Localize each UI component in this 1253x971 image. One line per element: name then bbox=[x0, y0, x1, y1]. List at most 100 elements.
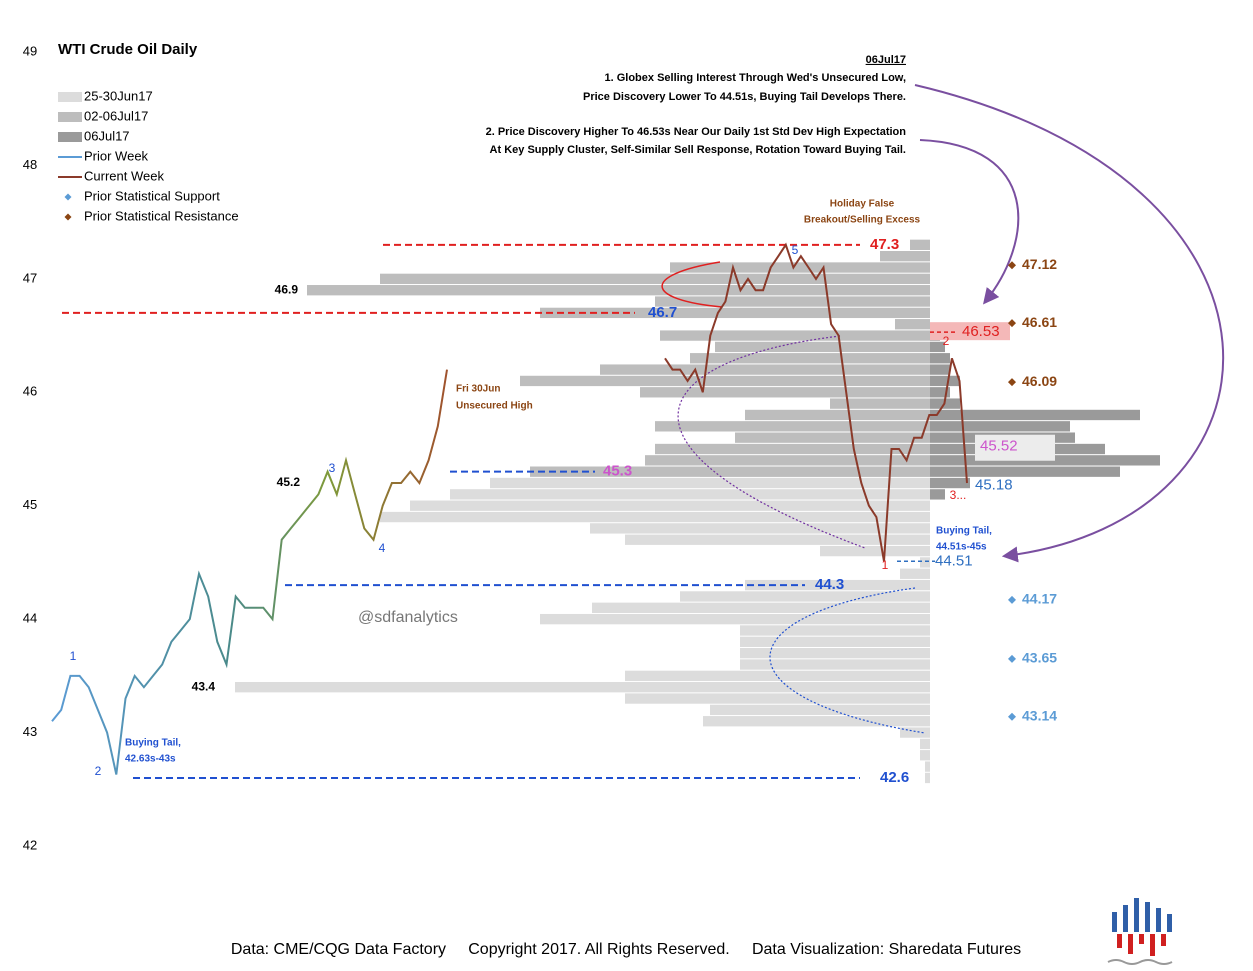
stat-label: 47.12 bbox=[1022, 256, 1057, 272]
profile-bar bbox=[640, 387, 930, 398]
annotation: Unsecured High bbox=[456, 401, 533, 412]
profile-bar bbox=[930, 387, 950, 398]
profile-bar bbox=[540, 307, 930, 319]
stat-diamond bbox=[1008, 712, 1016, 721]
legend-label: 25-30Jun17 bbox=[84, 88, 153, 103]
reference-label: 45.3 bbox=[603, 463, 632, 480]
legend-swatch bbox=[64, 213, 72, 221]
profile-bar bbox=[600, 364, 930, 375]
rotation-curve bbox=[769, 587, 926, 734]
reference-label: 42.6 bbox=[880, 769, 909, 786]
wave-label: 3... bbox=[950, 488, 967, 502]
wave-label: 5 bbox=[792, 243, 799, 257]
excess-curve bbox=[661, 261, 723, 308]
marker-highlight bbox=[930, 322, 1010, 341]
annotation: Buying Tail, bbox=[936, 526, 992, 537]
arrow bbox=[919, 139, 1020, 305]
profile-bar bbox=[520, 375, 930, 387]
reference-label: 46.7 bbox=[648, 304, 677, 321]
legend-label: 02-06Jul17 bbox=[84, 108, 148, 123]
stat-label: 44.17 bbox=[1022, 591, 1057, 607]
y-tick-label: 45 bbox=[23, 497, 37, 512]
profile-bar bbox=[690, 353, 930, 364]
annotation: Fri 30Jun bbox=[456, 384, 500, 395]
stat-label: 46.61 bbox=[1022, 314, 1057, 330]
y-tick-label: 46 bbox=[23, 384, 37, 399]
profile-layer bbox=[235, 239, 1160, 784]
note-line: 1. Globex Selling Interest Through Wed's… bbox=[605, 72, 907, 84]
profile-bar bbox=[900, 568, 930, 579]
annotation: Holiday False bbox=[830, 199, 895, 210]
legend-swatch bbox=[58, 132, 82, 142]
profile-bar bbox=[380, 511, 930, 523]
stat-diamond bbox=[1008, 654, 1016, 663]
stat-diamond bbox=[1008, 378, 1016, 387]
note-line: 2. Price Discovery Higher To 46.53s Near… bbox=[486, 126, 907, 138]
profile-bar bbox=[645, 455, 930, 466]
arrow bbox=[914, 84, 1225, 563]
stat-label: 46.09 bbox=[1022, 373, 1057, 389]
profile-bar bbox=[930, 341, 945, 353]
profile-bar bbox=[740, 625, 930, 636]
marker-label: 46.53 bbox=[962, 323, 1000, 340]
stat-diamond bbox=[1008, 261, 1016, 270]
note-line: Price Discovery Lower To 44.51s, Buying … bbox=[583, 91, 906, 103]
profile-bar bbox=[930, 375, 960, 387]
stat-diamond bbox=[1008, 595, 1016, 604]
note-line: At Key Supply Cluster, Self-Similar Sell… bbox=[490, 144, 906, 156]
profile-bar bbox=[920, 738, 930, 750]
y-tick-label: 48 bbox=[23, 157, 37, 172]
profile-bar bbox=[660, 330, 930, 341]
profile-bar bbox=[625, 693, 930, 704]
stat-diamond bbox=[1008, 319, 1016, 328]
wave-label: 2 bbox=[943, 334, 950, 348]
reference-label: 47.3 bbox=[870, 236, 899, 253]
wave-label: 2 bbox=[95, 764, 102, 778]
price-line bbox=[51, 369, 448, 775]
profile-bar bbox=[900, 727, 930, 738]
annotation: Breakout/Selling Excess bbox=[804, 215, 921, 226]
profile-bar bbox=[930, 353, 950, 364]
node-label: 45.2 bbox=[277, 475, 301, 489]
stat-label: 43.65 bbox=[1022, 650, 1057, 666]
profile-bar bbox=[625, 534, 930, 545]
profile-bar bbox=[920, 557, 930, 568]
wave-label: 3 bbox=[329, 461, 336, 475]
profile-bar bbox=[930, 489, 945, 500]
profile-bar bbox=[655, 296, 930, 307]
marker-label: 45.18 bbox=[975, 476, 1013, 493]
stat-label: 43.14 bbox=[1022, 707, 1057, 723]
profile-bar bbox=[930, 364, 950, 375]
profile-bar bbox=[703, 716, 930, 727]
profile-bar bbox=[920, 750, 930, 761]
profile-bar bbox=[910, 239, 930, 250]
reference-label: 44.3 bbox=[815, 576, 844, 593]
y-tick-label: 49 bbox=[23, 43, 37, 58]
y-tick-label: 47 bbox=[23, 270, 37, 285]
rotation-curve bbox=[677, 335, 866, 549]
profile-bar bbox=[880, 251, 930, 262]
profile-bar bbox=[930, 409, 1140, 421]
profile-bar bbox=[655, 443, 930, 455]
y-tick-label: 44 bbox=[23, 611, 37, 626]
profile-bar bbox=[740, 659, 930, 670]
profile-bar bbox=[450, 489, 930, 500]
profile-bar bbox=[930, 477, 970, 489]
profile-bar bbox=[625, 670, 930, 682]
marker-label: 45.52 bbox=[980, 438, 1018, 455]
legend-swatch bbox=[64, 193, 72, 201]
profile-bar bbox=[740, 636, 930, 647]
profile-bar bbox=[490, 477, 930, 489]
profile-bar bbox=[715, 341, 930, 353]
profile-bar bbox=[235, 682, 930, 693]
watermark: @sdfanalytics bbox=[358, 609, 458, 626]
logo bbox=[1107, 898, 1173, 965]
annotation: 44.51s-45s bbox=[936, 542, 987, 553]
wave-label: 1 bbox=[70, 649, 77, 663]
profile-bar bbox=[895, 319, 930, 330]
node-label: 43.4 bbox=[192, 679, 216, 693]
profile-bar bbox=[592, 602, 930, 613]
profile-bar bbox=[590, 523, 930, 534]
wave-label: 1 bbox=[882, 558, 889, 572]
